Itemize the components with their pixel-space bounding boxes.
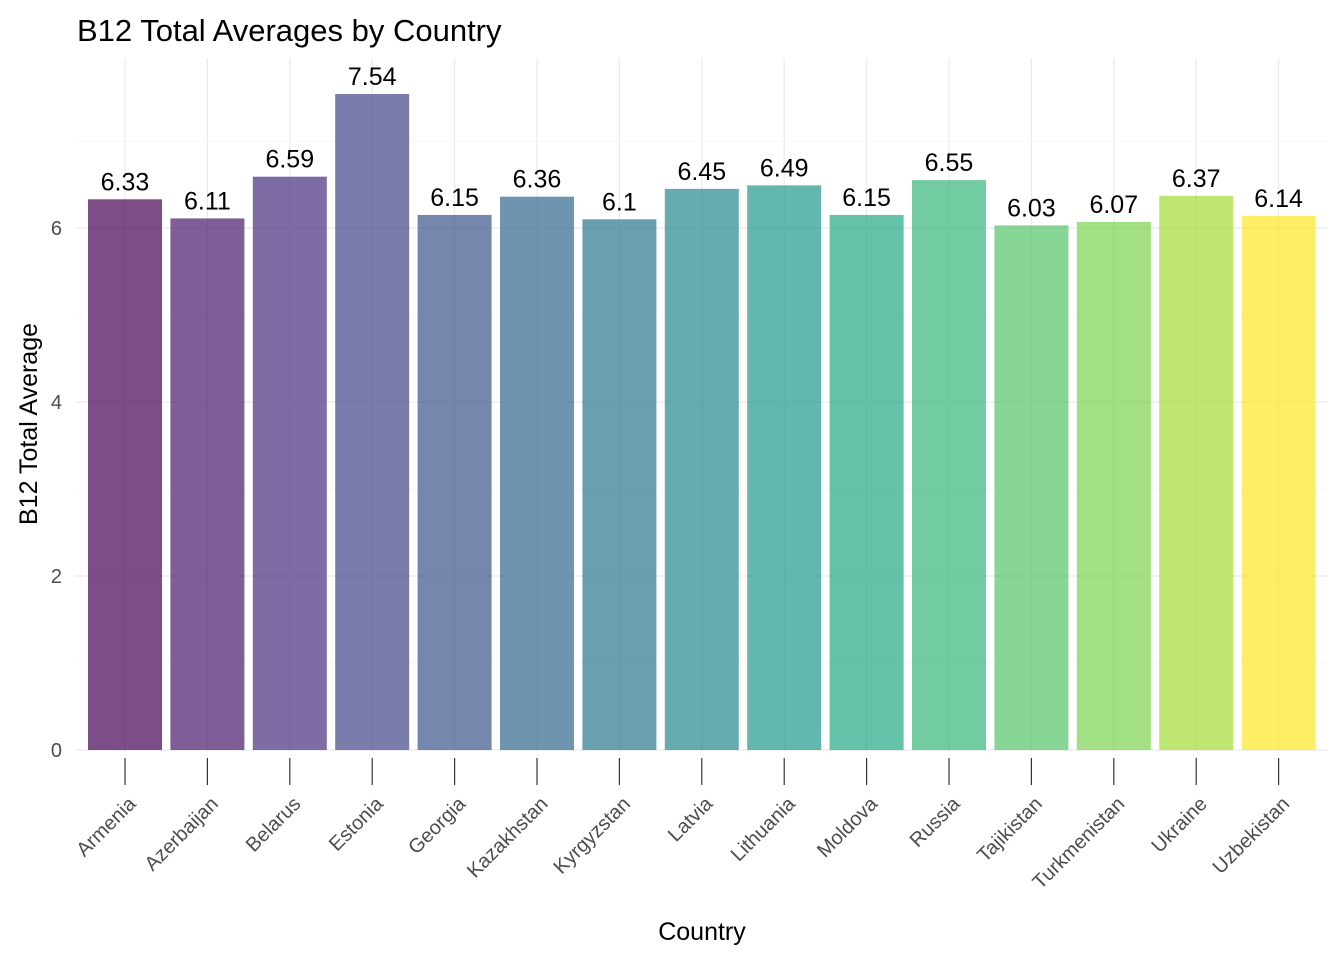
bar-turkmenistan <box>1076 221 1151 750</box>
x-tick-label-latvia: Latvia <box>664 792 718 846</box>
y-tick-label: 4 <box>51 392 62 414</box>
value-label-moldova: 6.15 <box>842 184 891 212</box>
chart-title: B12 Total Averages by Country <box>77 13 502 48</box>
value-label-estonia: 7.54 <box>348 63 397 91</box>
bar-estonia <box>335 94 410 750</box>
x-axis-title: Country <box>658 918 746 946</box>
x-tick-label-armenia: Armenia <box>72 792 141 861</box>
bars <box>88 94 1316 751</box>
x-tick-label-kyrgyzstan: Kyrgyzstan <box>549 793 635 879</box>
value-label-ukraine: 6.37 <box>1172 165 1221 193</box>
value-label-georgia: 6.15 <box>430 184 479 212</box>
y-tick-label: 6 <box>51 218 62 240</box>
x-tick-label-russia: Russia <box>906 792 965 851</box>
x-tick-label-belarus: Belarus <box>242 793 306 857</box>
bar-uzbekistan <box>1241 215 1316 750</box>
value-label-russia: 6.55 <box>925 149 974 177</box>
bar-ukraine <box>1159 195 1234 750</box>
value-label-latvia: 6.45 <box>677 158 726 186</box>
bar-russia <box>912 180 986 750</box>
bar-georgia <box>417 214 492 750</box>
x-tick-label-azerbaijan: Azerbaijan <box>141 793 223 875</box>
x-axis-ticks: Armenia Azerbaijan Belarus Estonia GeorgiaKa… <box>72 758 1294 894</box>
value-label-tajikistan: 6.03 <box>1007 194 1056 222</box>
x-tick-label-lithuania: Lithuania <box>727 792 801 866</box>
bar-latvia <box>664 188 739 751</box>
y-axis-title: B12 Total Average <box>15 323 43 525</box>
y-tick-label: 0 <box>51 740 62 762</box>
x-tick-label-uzbekistan: Uzbekistan <box>1209 793 1295 879</box>
value-labels: 6.33 6.11 6.59 7.54 6.15 6.36 6.1 6.45 6.49 6.15 6… <box>101 63 1303 222</box>
value-label-azerbaijan: 6.11 <box>184 187 231 215</box>
x-tick-label-ukraine: Ukraine <box>1147 793 1211 857</box>
x-tick-label-tajikistan: Tajikistan <box>973 793 1047 867</box>
bar-kazakhstan <box>500 196 574 750</box>
bar-azerbaijan <box>170 218 245 750</box>
value-label-kazakhstan: 6.36 <box>513 166 562 194</box>
bar-moldova <box>829 214 904 750</box>
bar-belarus <box>252 176 327 751</box>
value-label-uzbekistan: 6.14 <box>1254 185 1303 213</box>
x-tick-label-moldova: Moldova <box>813 792 883 862</box>
x-tick-label-estonia: Estonia <box>325 792 388 855</box>
value-label-lithuania: 6.49 <box>760 154 809 182</box>
value-label-belarus: 6.59 <box>265 146 314 174</box>
y-tick-label: 2 <box>51 566 62 588</box>
bar-tajikistan <box>994 225 1069 750</box>
bar-kyrgyzstan <box>582 219 657 751</box>
bar-lithuania <box>747 185 822 750</box>
value-label-kyrgyzstan: 6.1 <box>602 188 637 216</box>
x-tick-label-kazakhstan: Kazakhstan <box>463 793 552 882</box>
x-tick-label-georgia: Georgia <box>404 792 470 858</box>
bar-armenia <box>88 199 162 751</box>
value-label-turkmenistan: 6.07 <box>1089 191 1138 219</box>
value-label-armenia: 6.33 <box>101 168 150 196</box>
y-axis-ticks: 0 2 4 6 <box>51 218 62 762</box>
